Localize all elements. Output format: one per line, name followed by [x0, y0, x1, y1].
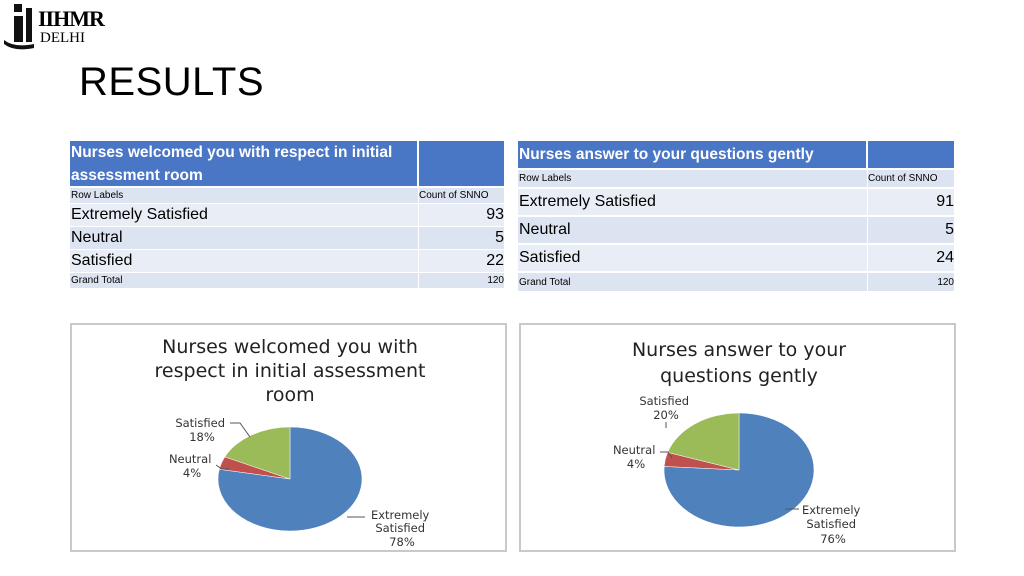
- table-1-row-label: Satisfied: [70, 250, 418, 272]
- chart-1-leader-satisfied: [230, 422, 251, 438]
- chart-1-title-line: Nurses welcomed you with: [162, 336, 418, 358]
- table-1-row-value: 93: [419, 204, 504, 226]
- logo-text-iihmr: IIHMR: [38, 6, 105, 31]
- chart-2-label-extremely-sub: Satisfied: [806, 517, 856, 531]
- table-row: Neutral 5: [70, 227, 504, 249]
- table-2-total-value: 120: [868, 273, 954, 291]
- chart-2-label-extremely-pct: 76%: [820, 532, 846, 546]
- table-row: Extremely Satisfied 93: [70, 204, 504, 226]
- logo-text-delhi: DELHI: [40, 30, 85, 46]
- table-2-colheader-row: Row Labels Count of SNNO: [518, 170, 954, 187]
- chart-1-label-satisfied-pct: 18%: [189, 430, 215, 444]
- table-1-col-row-labels: Row Labels: [70, 188, 418, 203]
- table-1-col-count: Count of SNNO: [419, 188, 504, 203]
- chart-2-label-neutral: Neutral 4%: [613, 443, 659, 471]
- chart-2-leader-neutral: [660, 451, 673, 459]
- chart-1-label-neutral: Neutral 4%: [169, 452, 215, 480]
- chart-1: Nurses welcomed you with respect in init…: [155, 336, 433, 549]
- table-1-row-label: Neutral: [70, 227, 418, 249]
- table-1-total-label: Grand Total: [70, 273, 418, 288]
- logo-mark-icon: [4, 4, 34, 50]
- page-title: RESULTS: [79, 60, 265, 104]
- table-1-header-blank: [419, 141, 504, 186]
- table-1-row-label: Extremely Satisfied: [70, 204, 418, 226]
- table-1-header: Nurses welcomed you with respect in init…: [70, 141, 417, 186]
- chart-1-label-satisfied: Satisfied 18%: [175, 416, 228, 444]
- chart-2-frame: Nurses answer to your questions gently S…: [519, 323, 956, 552]
- table-1-total-row: Grand Total 120: [70, 273, 504, 288]
- table-2-header-blank: [868, 141, 954, 168]
- table-1: Nurses welcomed you with respect in init…: [70, 141, 504, 289]
- table-2-row-value: 24: [868, 245, 954, 271]
- table-row: Neutral 5: [518, 217, 954, 243]
- table-1-row-value: 5: [419, 227, 504, 249]
- table-row: Extremely Satisfied 91: [518, 189, 954, 215]
- table-1-row-value: 22: [419, 250, 504, 272]
- table-1-colheader-row: Row Labels Count of SNNO: [70, 188, 504, 203]
- table-2-row-label: Extremely Satisfied: [518, 189, 867, 215]
- table-2-row-value: 91: [868, 189, 954, 215]
- chart-2-label-neutral-pct: 4%: [627, 457, 645, 471]
- chart-1-slice-satisfied: [224, 426, 291, 480]
- chart-2-label-satisfied: Satisfied 20%: [639, 394, 692, 422]
- chart-1-title-line: room: [265, 384, 314, 406]
- table-row: Satisfied 24: [518, 245, 954, 271]
- chart-1-leader-neutral: [215, 464, 230, 470]
- chart-2-label-neutral-name: Neutral: [613, 443, 655, 457]
- table-2-col-row-labels: Row Labels: [518, 170, 867, 187]
- chart-2-slice-satisfied: [667, 412, 740, 471]
- chart-2-title-line: questions gently: [660, 365, 818, 387]
- chart-1-label-neutral-pct: 4%: [183, 466, 201, 480]
- chart-2-label-extremely: Extremely Satisfied 76%: [802, 503, 864, 546]
- chart-1-label-neutral-name: Neutral: [169, 452, 211, 466]
- chart-1-frame: Nurses welcomed you with respect in init…: [70, 323, 507, 552]
- table-2-header: Nurses answer to your questions gently: [518, 141, 866, 168]
- chart-1-label-extremely-sub: Satisfied: [375, 521, 425, 535]
- chart-1-label-extremely: Extremely Satisfied 78%: [371, 508, 433, 549]
- table-1-header-text: Nurses welcomed you with respect in init…: [71, 144, 393, 184]
- table-1-total-value: 120: [419, 273, 504, 288]
- chart-2-title-line: Nurses answer to your: [632, 339, 846, 361]
- chart-1-label-extremely-pct: 78%: [389, 535, 415, 549]
- chart-2: Nurses answer to your questions gently S…: [613, 339, 864, 546]
- table-2-header-text: Nurses answer to your questions gently: [519, 145, 814, 163]
- chart-2-label-satisfied-pct: 20%: [653, 408, 679, 422]
- table-2-col-count: Count of SNNO: [868, 170, 954, 187]
- table-2-total-row: Grand Total 120: [518, 273, 954, 291]
- table-2-row-label: Neutral: [518, 217, 867, 243]
- chart-1-label-extremely-name: Extremely: [371, 508, 430, 522]
- table-2-row-value: 5: [868, 217, 954, 243]
- chart-2-label-extremely-name: Extremely: [802, 503, 861, 517]
- table-2-total-label: Grand Total: [518, 273, 867, 291]
- chart-2-label-satisfied-name: Satisfied: [639, 394, 689, 408]
- table-row: Satisfied 22: [70, 250, 504, 272]
- logo: IIHMR DELHI: [2, 2, 105, 50]
- table-2: Nurses answer to your questions gently R…: [518, 141, 954, 291]
- chart-1-label-satisfied-name: Satisfied: [175, 416, 225, 430]
- chart-1-title-line: respect in initial assessment: [155, 360, 426, 382]
- table-2-row-label: Satisfied: [518, 245, 867, 271]
- chart-2-slice-extremely-satisfied: [663, 412, 815, 528]
